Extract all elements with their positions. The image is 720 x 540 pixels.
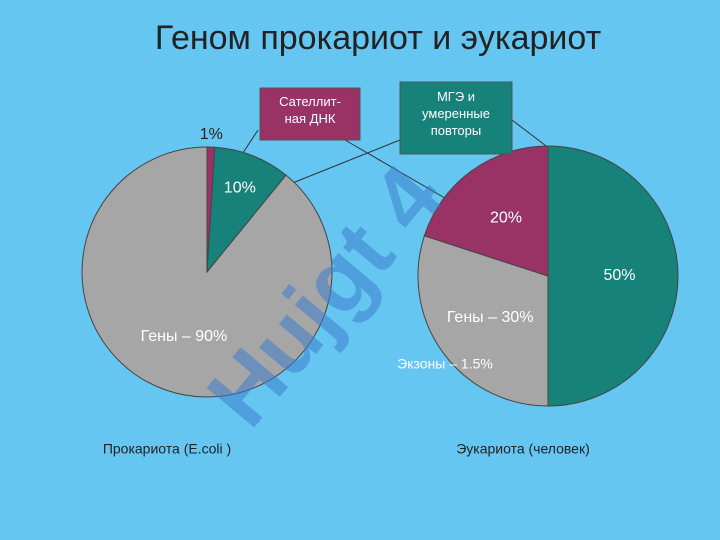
value-label: Гены – 30% [447, 309, 534, 326]
pie-slice [423, 145, 549, 277]
pie-slice [417, 235, 549, 407]
value-label: 50% [603, 267, 635, 284]
pie-slice [206, 146, 287, 274]
connector [274, 139, 401, 191]
annotation: Экзоны – 1.5% [397, 356, 493, 372]
value-label: Гены – 90% [141, 328, 228, 345]
value-label: 10% [224, 179, 256, 196]
callout-label: Сателлит-ная ДНК [279, 94, 341, 126]
pie-slice [81, 146, 333, 398]
callout-box [259, 87, 361, 141]
slide-title: Геном прокариот и эукариот [155, 19, 601, 57]
pie-slice [547, 145, 679, 407]
pies: 1% 10% Гены – 90% Прокариота (E.coli ) 50% Ге… [81, 126, 679, 457]
connector [344, 139, 463, 209]
callout-label: МГЭ и умеренные повторы [422, 89, 490, 138]
pie-caption: Эукариота (человек) [456, 441, 590, 457]
value-label: 20% [490, 209, 522, 226]
callout-box [399, 81, 513, 155]
value-label: 1% [200, 126, 223, 143]
pie-caption: Прокариота (E.coli ) [103, 441, 231, 457]
